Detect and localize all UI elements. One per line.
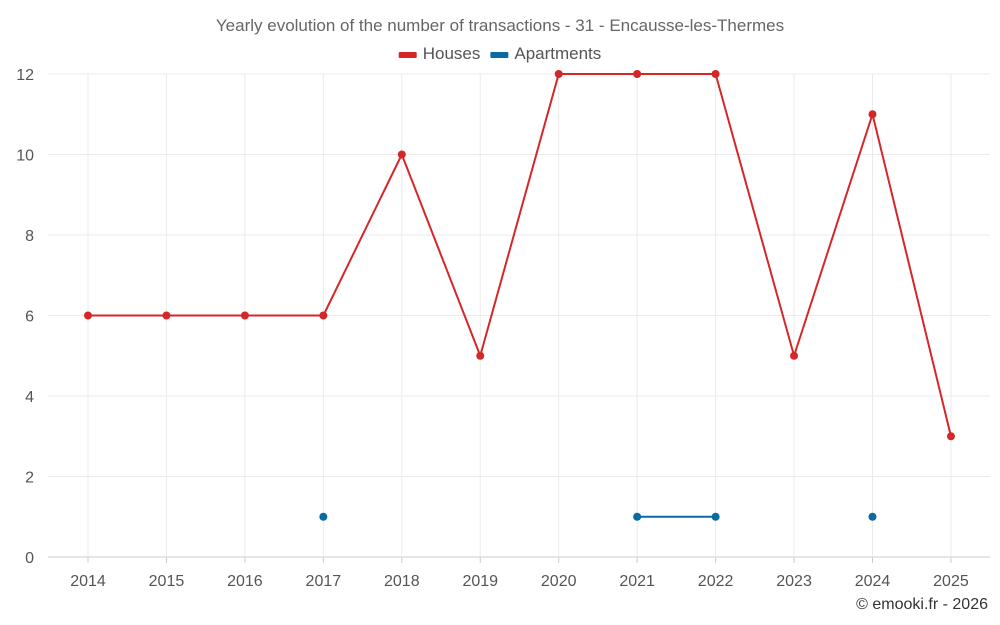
legend-item-houses[interactable]: Houses: [398, 44, 481, 63]
x-tick-label: 2017: [306, 573, 342, 590]
legend-swatch: [490, 52, 509, 58]
y-axis: 0 2 4 6 8 10 12: [16, 67, 34, 567]
series-line-segment: [400, 153, 482, 357]
x-tick-label: 2021: [619, 573, 655, 590]
data-point[interactable]: [868, 110, 877, 119]
series-line-segment: [871, 113, 952, 438]
data-point[interactable]: [554, 70, 563, 78]
data-point[interactable]: [790, 351, 799, 360]
series-line-segment: [479, 73, 560, 357]
x-tick-label: 2018: [384, 573, 420, 590]
data-point[interactable]: [633, 70, 642, 78]
y-tick-label: 4: [25, 389, 34, 406]
x-tick-label: 2022: [698, 573, 734, 590]
credit-text: © emooki.fr - 2026: [856, 596, 988, 613]
x-tick-label: 2025: [933, 573, 969, 590]
series-layer: [84, 70, 955, 521]
legend-swatch: [398, 52, 417, 58]
y-tick-label: 0: [25, 550, 34, 567]
legend-label: Apartments: [514, 44, 601, 63]
x-tick-label: 2023: [776, 573, 812, 590]
x-tick-label: 2024: [855, 573, 891, 590]
data-point[interactable]: [397, 150, 406, 159]
y-tick-label: 10: [16, 148, 34, 165]
legend-item-apartments[interactable]: Apartments: [490, 44, 601, 63]
data-point[interactable]: [319, 311, 328, 320]
data-point[interactable]: [162, 311, 171, 320]
chart-title: Yearly evolution of the number of transa…: [216, 16, 784, 35]
x-tick-label: 2020: [541, 573, 577, 590]
y-tick-label: 8: [25, 228, 34, 245]
legend[interactable]: Houses Apartments: [398, 44, 602, 63]
data-point[interactable]: [633, 512, 642, 521]
x-tick-label: 2016: [227, 573, 263, 590]
y-tick-label: 6: [25, 309, 34, 326]
data-point[interactable]: [476, 351, 485, 360]
series-apartments: [319, 512, 877, 521]
y-tick-label: 2: [25, 470, 34, 487]
series-houses: [84, 70, 955, 441]
legend-label: Houses: [423, 44, 481, 63]
data-point[interactable]: [84, 311, 92, 320]
series-line-segment: [322, 153, 403, 317]
data-point[interactable]: [319, 512, 328, 521]
x-axis: 2014 2015 2016 2017 2018 2019 2020 2021 2022 2023…: [70, 557, 969, 590]
x-tick-label: 2019: [462, 573, 498, 590]
data-point[interactable]: [946, 432, 955, 441]
x-tick-label: 2015: [149, 573, 185, 590]
y-tick-label: 12: [16, 67, 34, 84]
x-tick-label: 2014: [70, 573, 106, 590]
series-line-segment: [714, 73, 796, 357]
series-line-segment: [793, 113, 874, 357]
data-point[interactable]: [868, 512, 877, 521]
data-point[interactable]: [240, 311, 249, 320]
data-point[interactable]: [711, 512, 720, 521]
data-point[interactable]: [711, 70, 720, 78]
